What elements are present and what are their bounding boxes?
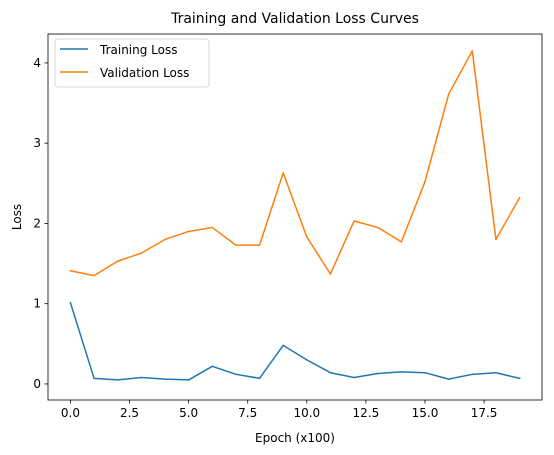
chart-title: Training and Validation Loss Curves [170,11,419,27]
data-point-validation-loss [447,93,450,95]
y-tick-label: 2 [33,216,41,230]
legend-label-validation-loss: Validation Loss [100,66,189,80]
data-point-training-loss [140,376,143,379]
data-point-training-loss [447,378,450,380]
series-line-validation-loss [69,50,521,277]
legend-box [54,38,210,88]
legend-label-training-loss: Training Loss [99,43,177,57]
y-tick-label: 0 [33,377,41,391]
data-point-validation-loss [116,260,119,262]
data-point-validation-loss [93,274,95,277]
data-point-training-loss [211,365,214,368]
data-point-training-loss [235,373,237,376]
data-point-validation-loss [69,270,72,272]
y-axis-ticks: 0 1 2 3 4 [33,56,48,391]
data-point-validation-loss [471,50,474,52]
x-tick-label: 12.5 [353,406,380,420]
data-point-training-loss [69,302,72,304]
x-tick-label: 7.5 [238,406,257,420]
x-axis-label: Epoch (x100) [255,431,335,445]
data-point-training-loss [518,377,521,380]
data-point-validation-loss [306,236,308,238]
data-point-validation-loss [187,230,190,233]
y-tick-label: 3 [33,136,41,150]
data-point-training-loss [376,372,379,375]
data-point-validation-loss [353,220,355,222]
data-point-training-loss [258,377,261,380]
x-tick-label: 0.0 [61,406,80,420]
y-tick-label: 1 [33,297,41,311]
data-point-training-loss [424,371,426,374]
data-point-validation-loss [211,226,214,229]
x-tick-label: 17.5 [471,406,498,420]
x-axis-ticks: 0.0 2.5 5.0 7.5 10.0 12.5 15.0 17.5 [61,400,498,420]
data-point-validation-loss [140,252,143,254]
series-line-training-loss [69,301,521,381]
data-point-training-loss [471,373,474,376]
series-lines [69,50,521,381]
data-point-training-loss [187,379,190,381]
data-point-validation-loss [424,180,426,183]
y-axis-label: Loss [10,204,24,230]
data-point-validation-loss [518,196,521,199]
data-point-validation-loss [164,238,166,241]
plot-area [47,33,543,401]
data-point-training-loss [116,379,119,381]
data-point-validation-loss [235,244,237,246]
data-point-validation-loss [258,244,261,246]
data-point-training-loss [164,378,166,380]
data-point-validation-loss [376,226,379,229]
y-tick-label: 4 [33,56,41,70]
data-point-training-loss [495,371,497,374]
x-tick-label: 2.5 [120,406,139,420]
x-tick-label: 5.0 [179,406,198,420]
data-point-training-loss [282,344,284,347]
legend: Training Loss Validation Loss [54,38,210,88]
data-point-validation-loss [329,273,332,275]
data-point-validation-loss [495,238,497,241]
x-tick-label: 10.0 [293,406,320,420]
data-point-validation-loss [282,172,284,174]
data-point-training-loss [353,376,355,379]
data-point-validation-loss [400,241,403,243]
data-point-training-loss [400,371,403,373]
data-point-training-loss [329,371,332,374]
data-point-training-loss [93,377,95,380]
x-tick-label: 15.0 [412,406,439,420]
data-point-training-loss [306,359,308,361]
